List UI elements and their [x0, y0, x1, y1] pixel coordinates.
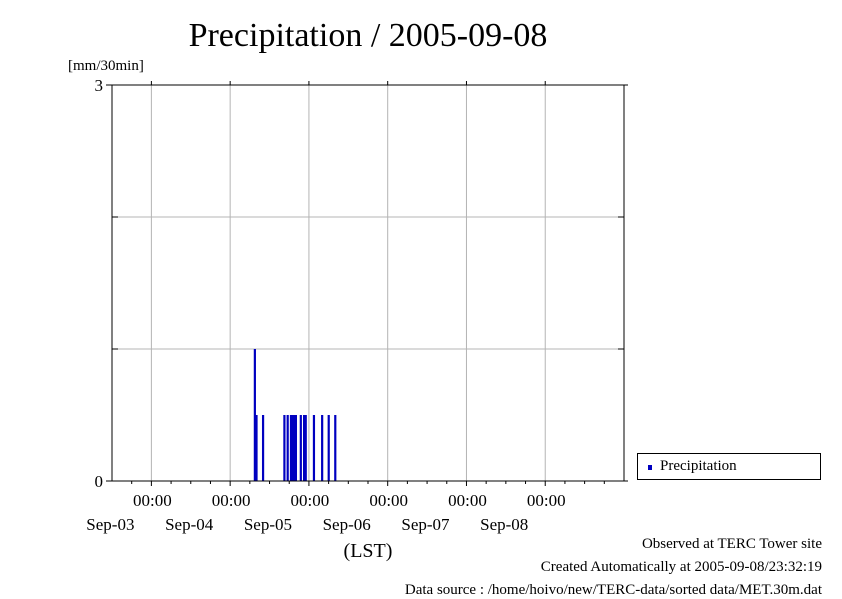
x-tick-time-label: 00:00	[133, 491, 172, 510]
x-tick-date-label: Sep-07	[401, 515, 450, 534]
precipitation-bar	[289, 415, 293, 481]
x-tick-time-label: 00:00	[369, 491, 408, 510]
x-tick-date-label: Sep-05	[244, 515, 292, 534]
y-axis-label: [mm/30min]	[68, 58, 144, 74]
precipitation-bar	[299, 415, 302, 481]
precipitation-bar	[291, 415, 294, 481]
plot-frame	[111, 84, 625, 482]
x-axis-label: (LST)	[344, 540, 393, 562]
precipitation-bar	[327, 415, 330, 481]
grid-lines	[112, 85, 624, 481]
legend-swatch	[648, 465, 652, 470]
legend-label: Precipitation	[660, 458, 737, 474]
precipitation-bar	[312, 415, 316, 481]
chart-legend: Precipitation	[637, 453, 821, 480]
precipitation-bar	[334, 415, 337, 481]
x-tick-time-label: 00:00	[527, 491, 566, 510]
data-source-path: Data source : /home/hoivo/new/TERC-data/…	[404, 582, 822, 598]
precipitation-bar	[293, 415, 296, 481]
precipitation-bars	[253, 349, 337, 481]
x-tick-date-label: Sep-04	[165, 515, 214, 534]
y-tick-label-bottom: 0	[95, 472, 104, 491]
precipitation-bar	[253, 349, 256, 481]
precipitation-bar	[294, 415, 297, 481]
x-tick-time-label: 00:00	[291, 491, 330, 510]
created-timestamp: Created Automatically at 2005-09-08/23:3…	[540, 559, 822, 575]
precipitation-bar	[283, 415, 286, 481]
precipitation-bar	[261, 415, 265, 481]
precipitation-bar	[303, 415, 306, 481]
precipitation-bar	[304, 415, 307, 481]
x-tick-date-label: Sep-03	[86, 515, 134, 534]
x-tick-time-label: 00:00	[212, 491, 251, 510]
x-tick-date-label: Sep-06	[323, 515, 371, 534]
x-tick-date-label: Sep-08	[480, 515, 528, 534]
x-tick-labels: 00:00 Sep-03 00:00 Sep-04 00:00 Sep-05 00:00 Se…	[86, 491, 565, 534]
y-tick-label-top: 3	[95, 76, 104, 95]
observed-site-note: Observed at TERC Tower site	[641, 536, 822, 552]
x-tick-time-label: 00:00	[448, 491, 487, 510]
axis-ticks	[106, 81, 628, 486]
precipitation-bar	[321, 415, 324, 481]
chart-title: Precipitation / 2005-09-08	[189, 17, 548, 54]
precipitation-bar	[286, 415, 289, 481]
precipitation-bar	[255, 415, 258, 481]
